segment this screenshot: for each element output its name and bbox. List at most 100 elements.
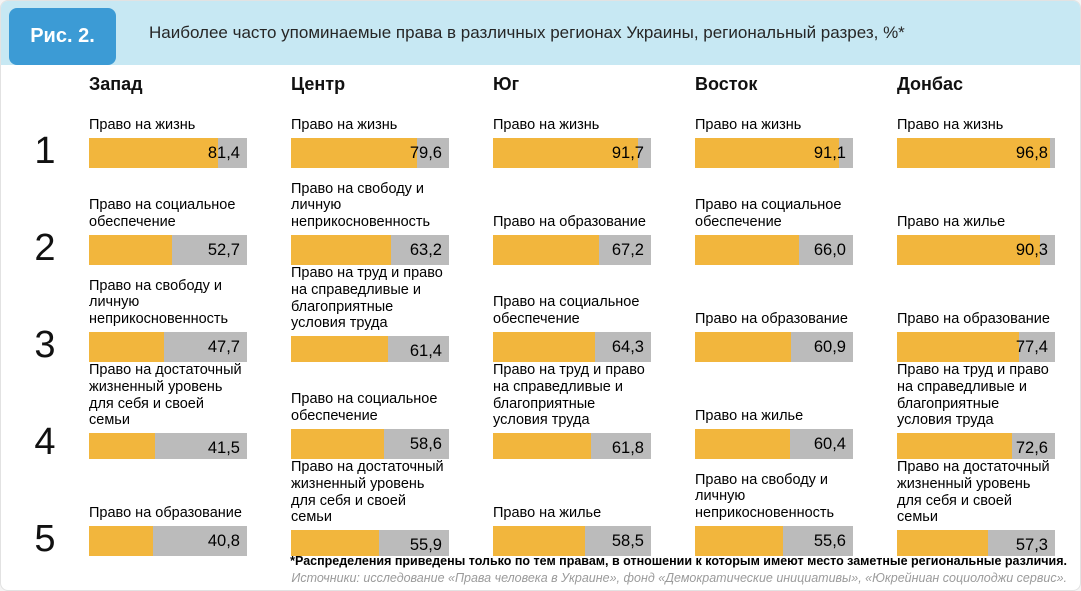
bar-label: Право на жизнь [291, 117, 398, 134]
bar-fill [291, 429, 384, 459]
sources-note: Источники: исследование «Права человека … [291, 571, 1067, 585]
bar: 41,5 [89, 433, 247, 459]
bar-label: Право на труд и право на справедливые и … [493, 362, 645, 429]
chart-cell: Право на жилье 60,4 [695, 362, 853, 459]
bar: 61,4 [291, 336, 449, 362]
bar-label: Право на свободу и личную неприкосновенн… [89, 277, 229, 328]
bar-value: 61,8 [611, 439, 644, 458]
chart-cell: Право на достаточный жизненный уровень д… [291, 459, 449, 556]
bar: 72,6 [897, 433, 1055, 459]
chart-cell: Право на жизнь 81,4 [89, 110, 247, 168]
bar: 91,1 [695, 138, 853, 168]
bar-value: 90,3 [1015, 241, 1048, 259]
bar: 77,4 [897, 332, 1055, 362]
bar-fill [897, 332, 1020, 362]
bar-value: 60,4 [813, 435, 846, 453]
chart-cell: Право на социальное обеспечение 66,0 [695, 168, 853, 265]
bar-value: 52,7 [207, 241, 240, 259]
bar: 64,3 [493, 332, 651, 362]
bar-fill [291, 138, 417, 168]
chart-cell: Право на образование 77,4 [897, 265, 1055, 362]
bar: 60,4 [695, 429, 853, 459]
chart-cell: Право на образование 40,8 [89, 459, 247, 556]
bar-value: 79,6 [409, 144, 442, 162]
bar-fill [291, 235, 391, 265]
bar-label: Право на социальное обеспечение [695, 197, 842, 231]
chart-grid: Запад Право на жизнь 81,4 Право на социальн… [1, 65, 1080, 558]
bar: 67,2 [493, 235, 651, 265]
bar: 61,8 [493, 433, 651, 459]
bar-label: Право на достаточный жизненный уровень д… [89, 362, 242, 429]
bar-label: Право на жилье [897, 214, 1006, 231]
chart-cell: Право на достаточный жизненный уровень д… [897, 459, 1055, 556]
bar-value: 58,6 [409, 435, 442, 453]
bar-value: 77,4 [1015, 338, 1048, 356]
bar-label: Право на жизнь [897, 117, 1004, 134]
chart-cell: Право на образование 60,9 [695, 265, 853, 362]
bar-value: 72,6 [1015, 439, 1048, 458]
chart-cell: Право на жизнь 91,7 [493, 110, 651, 168]
region-header-3: Юг [493, 74, 520, 94]
bar-label: Право на образование [493, 214, 646, 231]
chart-cell: Право на свободу и личную неприкосновенн… [89, 265, 247, 362]
chart-cell: Право на достаточный жизненный уровень д… [89, 362, 247, 459]
bar-value: 55,6 [813, 532, 846, 550]
bar: 79,6 [291, 138, 449, 168]
bar-label: Право на жизнь [493, 117, 600, 134]
bar-value: 81,4 [207, 144, 240, 162]
chart-cell: Право на образование 67,2 [493, 168, 651, 265]
rank-number-2: 2 [34, 227, 56, 269]
bar-fill [695, 235, 800, 265]
bar-label: Право на жизнь [695, 117, 802, 134]
bar-fill [493, 235, 600, 265]
chart-cell: Право на социальное обеспечение 64,3 [493, 265, 651, 362]
bar-label: Право на достаточный жизненный уровень д… [291, 459, 444, 526]
bar-value: 91,7 [611, 144, 644, 162]
bar-value: 58,5 [611, 532, 644, 550]
chart-cell: Право на жизнь 96,8 [897, 110, 1055, 168]
bar-value: 61,4 [409, 342, 442, 361]
bar-fill [493, 433, 591, 459]
bar: 91,7 [493, 138, 651, 168]
bar-fill [695, 526, 783, 556]
bar-label: Право на свободу и личную неприкосновенн… [291, 180, 431, 231]
bar-fill [89, 235, 173, 265]
bar-value: 55,9 [409, 536, 442, 555]
chart-cell: Право на жизнь 91,1 [695, 110, 853, 168]
bar-fill [493, 526, 586, 556]
rank-number-1: 1 [34, 130, 56, 172]
bar: 96,8 [897, 138, 1055, 168]
chart-cell: Право на труд и право на справедливые и … [291, 265, 449, 362]
region-header-1: Запад [89, 74, 143, 94]
bar-label: Право на свободу и личную неприкосновенн… [695, 471, 835, 522]
region-header-2: Центр [291, 74, 346, 94]
bar-fill [89, 526, 154, 556]
bar-label: Право на социальное обеспечение [493, 294, 640, 328]
bar: 58,5 [493, 526, 651, 556]
bar-fill [493, 332, 595, 362]
bar-value: 40,8 [207, 532, 240, 550]
bar: 47,7 [89, 332, 247, 362]
bar-value: 57,3 [1015, 536, 1048, 555]
bar-label: Право на труд и право на справедливые и … [291, 265, 443, 332]
bar: 81,4 [89, 138, 247, 168]
chart-cell: Право на труд и право на справедливые и … [897, 362, 1055, 459]
rank-number-4: 4 [34, 421, 56, 463]
figure-title: Наиболее часто упоминаемые права в разли… [149, 23, 905, 42]
bar: 90,3 [897, 235, 1055, 265]
bar: 55,6 [695, 526, 853, 556]
bar-value: 41,5 [207, 439, 240, 458]
bar-fill [897, 530, 988, 556]
bar: 66,0 [695, 235, 853, 265]
bar-fill [897, 138, 1050, 168]
bar-fill [291, 530, 380, 556]
bar-fill [493, 138, 638, 168]
bar-value: 64,3 [611, 338, 644, 356]
bar-fill [89, 433, 155, 459]
bar-fill [291, 336, 388, 362]
bar: 55,9 [291, 530, 449, 556]
rank-number-3: 3 [34, 324, 56, 366]
bar-fill [695, 429, 791, 459]
bar-value: 66,0 [813, 241, 846, 259]
